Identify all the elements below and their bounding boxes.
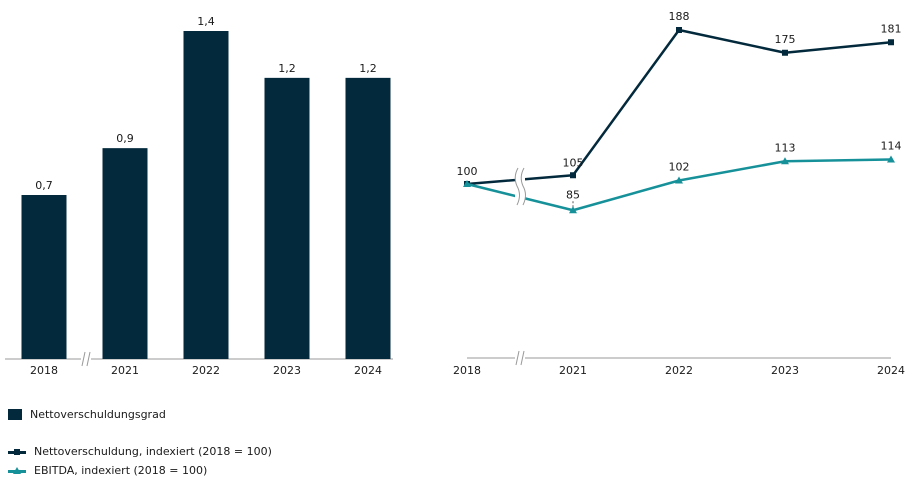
bar-axis-break-slash-1 [81, 351, 86, 367]
legend-swatch-line2 [8, 466, 26, 476]
point-ebitda-2023 [781, 157, 789, 165]
bar-tick-label-2021: 2021 [111, 364, 139, 377]
point-ebitda-2018 [463, 180, 471, 187]
line-axis-break-gap [515, 349, 525, 367]
bar-2023 [264, 77, 310, 359]
line-series-break-gap [515, 168, 525, 208]
bar-axis-break-slash-2 [86, 351, 91, 367]
bar-2021 [102, 148, 148, 359]
legend-label-line2: EBITDA, indexiert (2018 = 100) [34, 464, 208, 477]
legend-label-line1: Nettoverschuldung, indexiert (2018 = 100… [34, 445, 272, 458]
line-series-break-curve-1 [514, 167, 520, 206]
bar-2018 [21, 195, 67, 359]
legend-item-line1: Nettoverschuldung, indexiert (2018 = 100… [8, 445, 272, 458]
line-value-label-ebitda-2024: 114 [881, 140, 902, 153]
legend-item-line2: EBITDA, indexiert (2018 = 100) [8, 464, 207, 477]
legend-label-bar: Nettoverschuldungsgrad [30, 408, 166, 421]
legend-swatch-line1 [8, 447, 26, 457]
line-value-label-nettoverschuldung-2022: 188 [669, 10, 690, 23]
point-ebitda-2021 [569, 206, 577, 214]
legend-item-bar: Nettoverschuldungsgrad [8, 408, 166, 421]
legend-swatch-bar [8, 409, 22, 420]
bar-value-label-2018: 0,7 [35, 179, 53, 192]
point-nettoverschuldung-2022 [676, 27, 682, 33]
line-axis-break-slash-1 [515, 350, 520, 366]
line-series-break-curve-2 [520, 167, 526, 206]
line-tick-label-2018: 2018 [453, 364, 481, 377]
line-tick-label-2021: 2021 [559, 364, 587, 377]
chart-canvas: 0,7 2018 0,9 2021 1,4 2022 1,2 2023 1,2 2024 2018 2… [5, 10, 905, 377]
point-ebitda-2022 [675, 176, 683, 184]
bar-2022 [183, 31, 229, 359]
line-value-label-nettoverschuldung-2023: 175 [775, 33, 796, 46]
bar-tick-label-2022: 2022 [192, 364, 220, 377]
bar-value-label-2023: 1,2 [278, 62, 296, 75]
point-ebitda-2024 [887, 155, 895, 163]
bar-value-label-2022: 1,4 [197, 15, 215, 28]
bar-value-label-2024: 1,2 [359, 62, 377, 75]
bar-value-label-2021: 0,9 [116, 132, 134, 145]
line-value-label-nettoverschuldung-2021: 105 [563, 156, 584, 169]
point-nettoverschuldung-2024 [888, 39, 894, 46]
bar-tick-label-2024: 2024 [354, 364, 382, 377]
line-value-label-ebitda-2023: 113 [775, 141, 796, 154]
line-tick-label-2023: 2023 [771, 364, 799, 377]
bar-axis-break-gap [81, 350, 91, 368]
line-tick-label-2022: 2022 [665, 364, 693, 377]
line-value-label-ebitda-2021: 85 [566, 188, 580, 201]
line-value-label-ebitda-2022: 102 [669, 161, 690, 174]
point-nettoverschuldung-2023 [782, 49, 788, 56]
line-tick-label-2024: 2024 [877, 364, 905, 377]
line-value-label-nettoverschuldung-2018: 100 [457, 165, 478, 178]
bar-2024 [345, 77, 391, 359]
bar-tick-label-2023: 2023 [273, 364, 301, 377]
point-nettoverschuldung-2021 [570, 172, 576, 179]
line-value-label-nettoverschuldung-2024: 181 [881, 22, 902, 35]
line-axis-break-slash-2 [520, 350, 525, 366]
bar-tick-label-2018: 2018 [30, 364, 58, 377]
